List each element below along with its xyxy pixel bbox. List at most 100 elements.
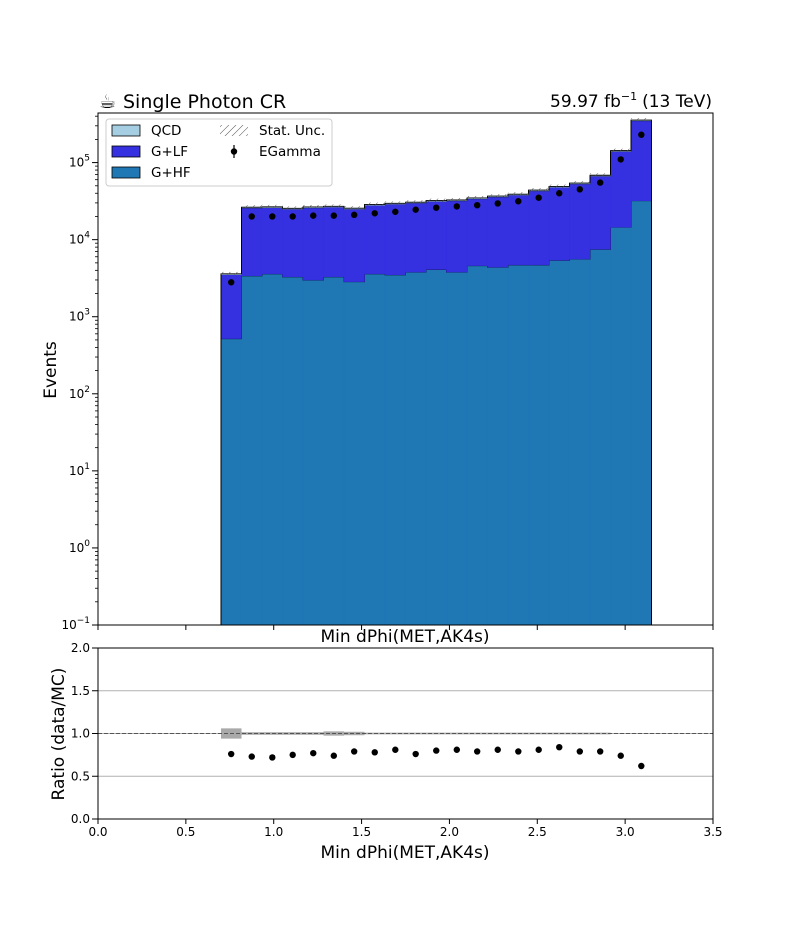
bar-g-hf-5 (323, 276, 345, 625)
data-point-3 (289, 213, 296, 220)
data-point-0 (227, 279, 235, 286)
ratio-point-2 (269, 754, 276, 761)
legend-item-qcd: QCD (111, 123, 181, 139)
ratio-points (227, 743, 645, 770)
ratio-point-1 (248, 753, 255, 760)
legend-swatch-glf (111, 145, 141, 158)
bar-g-hf-18 (589, 249, 611, 625)
stat-unc-band-1 (241, 205, 262, 209)
ratio-point-8 (392, 746, 399, 753)
ratio-y-tick-label-1: 0.5 (71, 769, 90, 783)
bar-g-lf-10 (425, 201, 447, 270)
data-point-17 (576, 186, 584, 193)
bar-g-hf-15 (528, 264, 550, 625)
legend-item-stat-unc: Stat. Unc. (220, 123, 325, 139)
bar-g-lf-13 (487, 196, 509, 268)
y-axis-label: Events (41, 341, 61, 399)
ratio-point-10 (433, 747, 440, 754)
stat-unc-band-3 (282, 206, 304, 210)
ratio-point-14 (515, 748, 522, 755)
stat-unc-band-8 (384, 201, 406, 205)
energy-label: (13 TeV) (642, 92, 712, 112)
data-point-4 (310, 212, 317, 219)
legend-frame (105, 118, 333, 187)
bar-g-hf-19 (610, 226, 632, 625)
stat-unc-band-16 (549, 184, 570, 188)
ratio-point-16 (556, 743, 563, 751)
ratio-unc-band-6 (344, 731, 365, 736)
bar-g-hf-6 (343, 281, 365, 625)
bar-g-hf-17 (569, 258, 591, 625)
bar-g-lf-6 (343, 208, 365, 282)
bar-g-lf-11 (446, 200, 468, 273)
y-axis-ticks: 10−1 100 101 102 103 104 105 (61, 115, 98, 632)
y-tick-label-5: 104 (69, 231, 90, 247)
legend-label-egamma: EGamma (259, 144, 321, 160)
data-point-14 (515, 198, 522, 205)
ratio-point-12 (473, 748, 481, 755)
legend: QCD G+LF G+HF Stat. Unc. EGamma (105, 118, 333, 187)
y-tick-label-0: 10−1 (61, 616, 90, 632)
data-point-1 (248, 213, 255, 220)
stat-unc-band-17 (569, 181, 590, 185)
main-plot-panel: 10−1 100 101 102 103 104 105 Events Min dPhi(M… (41, 112, 714, 647)
main-plot-frame (97, 112, 714, 626)
bar-g-hf-20 (630, 200, 652, 625)
data-point-15 (535, 194, 542, 201)
ratio-point-7 (371, 749, 378, 756)
plot-title: Single Photon CR (123, 91, 286, 113)
x-axis-label-top: Min dPhi(MET,AK4s) (320, 627, 489, 647)
legend-item-egamma: EGamma (230, 144, 321, 160)
bar-g-lf-19 (610, 151, 632, 228)
bar-g-hf-1 (241, 275, 263, 625)
bar-g-hf-4 (302, 279, 324, 625)
ratio-unc-band-9 (405, 732, 427, 735)
bar-g-hf-12 (466, 265, 488, 625)
ratio-unc-band-16 (549, 732, 570, 735)
bar-g-hf-16 (548, 260, 570, 625)
bar-g-hf-13 (487, 266, 509, 625)
ratio-y-tick-label-3: 1.5 (71, 684, 90, 698)
bar-g-hf-11 (446, 271, 468, 625)
stat-unc-band-11 (446, 198, 467, 202)
data-point-11 (453, 203, 461, 210)
ratio-y-axis-ticks: 0.0 0.5 1.0 1.5 2.0 (71, 641, 98, 826)
bar-g-lf-12 (466, 198, 488, 266)
lumi-unit: fb (604, 92, 621, 112)
ratio-x-tick-label-3: 1.5 (352, 825, 371, 839)
data-point-20 (638, 131, 645, 138)
ratio-point-11 (453, 746, 461, 753)
stat-unc-band-18 (590, 173, 611, 177)
data-point-19 (617, 156, 624, 163)
bar-g-hf-7 (364, 273, 386, 625)
ratio-plot-panel: 0.0 0.5 1.0 1.5 2.0 0.0 0.5 1.0 1.5 2.0 2.5 3.0 3.5… (49, 641, 723, 863)
stat-unc-band-20 (630, 118, 652, 122)
y-tick-label-1: 100 (69, 539, 90, 555)
bar-g-lf-15 (528, 190, 550, 266)
stat-unc-band-10 (426, 198, 447, 202)
data-point-13 (494, 200, 501, 207)
ratio-point-3 (289, 751, 296, 759)
ratio-point-18 (596, 748, 604, 755)
y-tick-label-3: 102 (69, 385, 90, 401)
stat-unc-band-15 (528, 188, 550, 192)
ratio-point-9 (412, 750, 419, 758)
y-tick-label-2: 101 (69, 462, 90, 478)
y-tick-label-4: 103 (69, 308, 90, 324)
stat-unc-band-4 (303, 204, 324, 208)
ratio-point-5 (330, 752, 338, 759)
bar-g-lf-16 (548, 186, 570, 261)
data-point-2 (269, 213, 276, 220)
coffee-icon: ☕ (99, 91, 116, 113)
ratio-unc-band-18 (590, 732, 611, 735)
ratio-y-axis-label: Ratio (data/MC) (49, 668, 69, 801)
ratio-point-19 (617, 752, 624, 759)
data-point-6 (350, 211, 358, 219)
bar-g-hf-14 (507, 264, 529, 625)
ratio-unc-band-11 (446, 732, 467, 735)
bar-g-hf-8 (384, 274, 406, 625)
legend-swatch-ghf (111, 166, 141, 179)
data-points (227, 131, 645, 286)
ratio-point-4 (310, 749, 317, 757)
legend-swatch-stat-unc (220, 125, 248, 136)
